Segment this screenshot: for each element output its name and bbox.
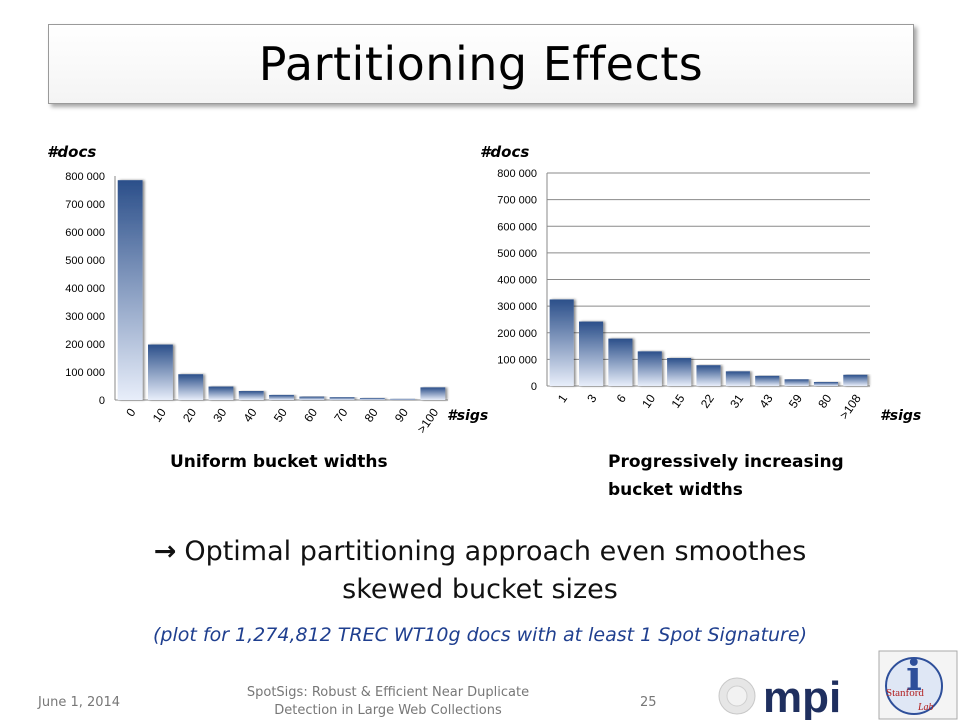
x-tick-label: 60 <box>301 405 320 424</box>
x-tick-label: 30 <box>210 405 229 424</box>
right-y-unit: #docs <box>480 143 530 161</box>
bar <box>147 344 173 400</box>
y-tick-label: 600 000 <box>497 221 537 233</box>
bar <box>359 398 385 400</box>
y-tick-label: 300 000 <box>65 311 105 323</box>
bar <box>637 351 662 386</box>
mpi-logo-text: mpi <box>763 673 841 720</box>
bar <box>238 391 264 400</box>
y-tick-label: 500 000 <box>65 255 105 267</box>
stanford-logo: i Stanford Lab <box>878 650 958 720</box>
x-tick-label: 31 <box>727 391 746 410</box>
svg-text:i: i <box>906 651 922 700</box>
right-caption-line1: Progressively increasing <box>608 452 844 472</box>
footer-title: SpotSigs: Robust & Efficient Near Duplic… <box>228 684 548 720</box>
bar <box>299 396 325 400</box>
bar <box>608 338 633 386</box>
right-chart-svg: 0 100 000 200 000 300 000 400 000 500 000 600 … <box>497 168 870 422</box>
conclusion: → Optimal partitioning approach even smoo… <box>60 533 900 609</box>
right-chart-caption: Progressively increasing bucket widths <box>608 448 844 504</box>
x-tick-label: 10 <box>150 405 169 424</box>
y-tick-label: 100 000 <box>497 354 537 366</box>
plot-note: (plot for 1,274,812 TREC WT10g docs with… <box>153 624 807 646</box>
conclusion-text1: Optimal partitioning approach even smoot… <box>184 536 807 567</box>
title-box: Partitioning Effects <box>48 24 914 104</box>
left-chart-caption: Uniform bucket widths <box>170 452 388 472</box>
bar <box>696 365 721 386</box>
x-tick-label: 15 <box>668 391 687 410</box>
left-chart: 0 100 000 200 000 300 000 400 000 500 000 600 … <box>0 160 470 450</box>
bar <box>549 299 574 386</box>
bar <box>725 371 750 386</box>
y-tick-label: 200 000 <box>497 328 537 340</box>
y-tick-label: 0 <box>99 395 105 407</box>
x-tick-label: 80 <box>815 391 834 410</box>
y-tick-label: 500 000 <box>497 248 537 260</box>
left-y-unit: #docs <box>47 143 97 161</box>
x-tick-label: 80 <box>362 405 381 424</box>
bar <box>755 375 780 386</box>
x-tick-label: 20 <box>180 405 199 424</box>
x-tick-label: 59 <box>786 391 805 410</box>
footer-title-line2: Detection in Large Web Collections <box>274 703 502 718</box>
x-tick-label: 70 <box>331 405 350 424</box>
right-x-unit: #sigs <box>880 408 922 424</box>
y-tick-label: 200 000 <box>65 339 105 351</box>
y-tick-label: 800 000 <box>497 168 537 180</box>
x-tick-label: 90 <box>392 405 411 424</box>
y-tick-label: 300 000 <box>497 301 537 313</box>
y-tick-label: 600 000 <box>65 227 105 239</box>
bar <box>579 321 604 386</box>
x-tick-label: 40 <box>241 405 260 424</box>
footer-title-line1: SpotSigs: Robust & Efficient Near Duplic… <box>246 685 530 700</box>
right-caption-line2: bucket widths <box>608 480 743 500</box>
conclusion-line2: skewed bucket sizes <box>342 574 618 605</box>
x-tick-label: >108 <box>837 391 864 421</box>
bar <box>117 180 143 400</box>
y-tick-label: 400 000 <box>65 283 105 295</box>
y-tick-label: 700 000 <box>65 199 105 211</box>
y-tick-label: 100 000 <box>65 367 105 379</box>
x-tick-label: 50 <box>271 405 290 424</box>
bar <box>329 397 355 400</box>
x-tick-label: 0 <box>123 405 138 419</box>
mpi-logo: mpi <box>718 673 841 720</box>
right-arrow-icon: → <box>153 536 177 567</box>
bar <box>420 387 446 400</box>
x-tick-label: 6 <box>614 391 629 405</box>
x-tick-label: 3 <box>584 391 599 405</box>
left-x-unit: #sigs <box>447 408 489 424</box>
x-tick-label: 22 <box>698 391 717 410</box>
stanford-logo-sub: Lab <box>917 702 934 713</box>
bar <box>390 398 416 400</box>
y-tick-label: 800 000 <box>65 171 105 183</box>
bar <box>269 394 294 400</box>
x-tick-label: 1 <box>555 391 570 405</box>
bar <box>784 379 809 386</box>
x-tick-label: 10 <box>639 391 658 410</box>
footer-date: June 1, 2014 <box>38 695 121 710</box>
conclusion-line1: → Optimal partitioning approach even smoo… <box>60 533 900 571</box>
bar <box>178 374 204 400</box>
bar <box>208 386 234 400</box>
page-number: 25 <box>640 695 657 710</box>
y-tick-label: 400 000 <box>497 275 537 287</box>
right-chart: 0 100 000 200 000 300 000 400 000 500 000 600 … <box>470 160 890 450</box>
x-tick-label: >100 <box>414 405 441 435</box>
x-tick-label: 43 <box>757 391 776 410</box>
left-chart-svg: 0 100 000 200 000 300 000 400 000 500 000 600 … <box>65 171 448 436</box>
stanford-logo-text: Stanford <box>886 687 924 699</box>
y-tick-label: 0 <box>531 381 537 393</box>
y-tick-label: 700 000 <box>497 195 537 207</box>
slide-title: Partitioning Effects <box>258 37 704 91</box>
bar <box>667 358 692 386</box>
bar <box>843 374 868 386</box>
bar <box>813 382 838 386</box>
